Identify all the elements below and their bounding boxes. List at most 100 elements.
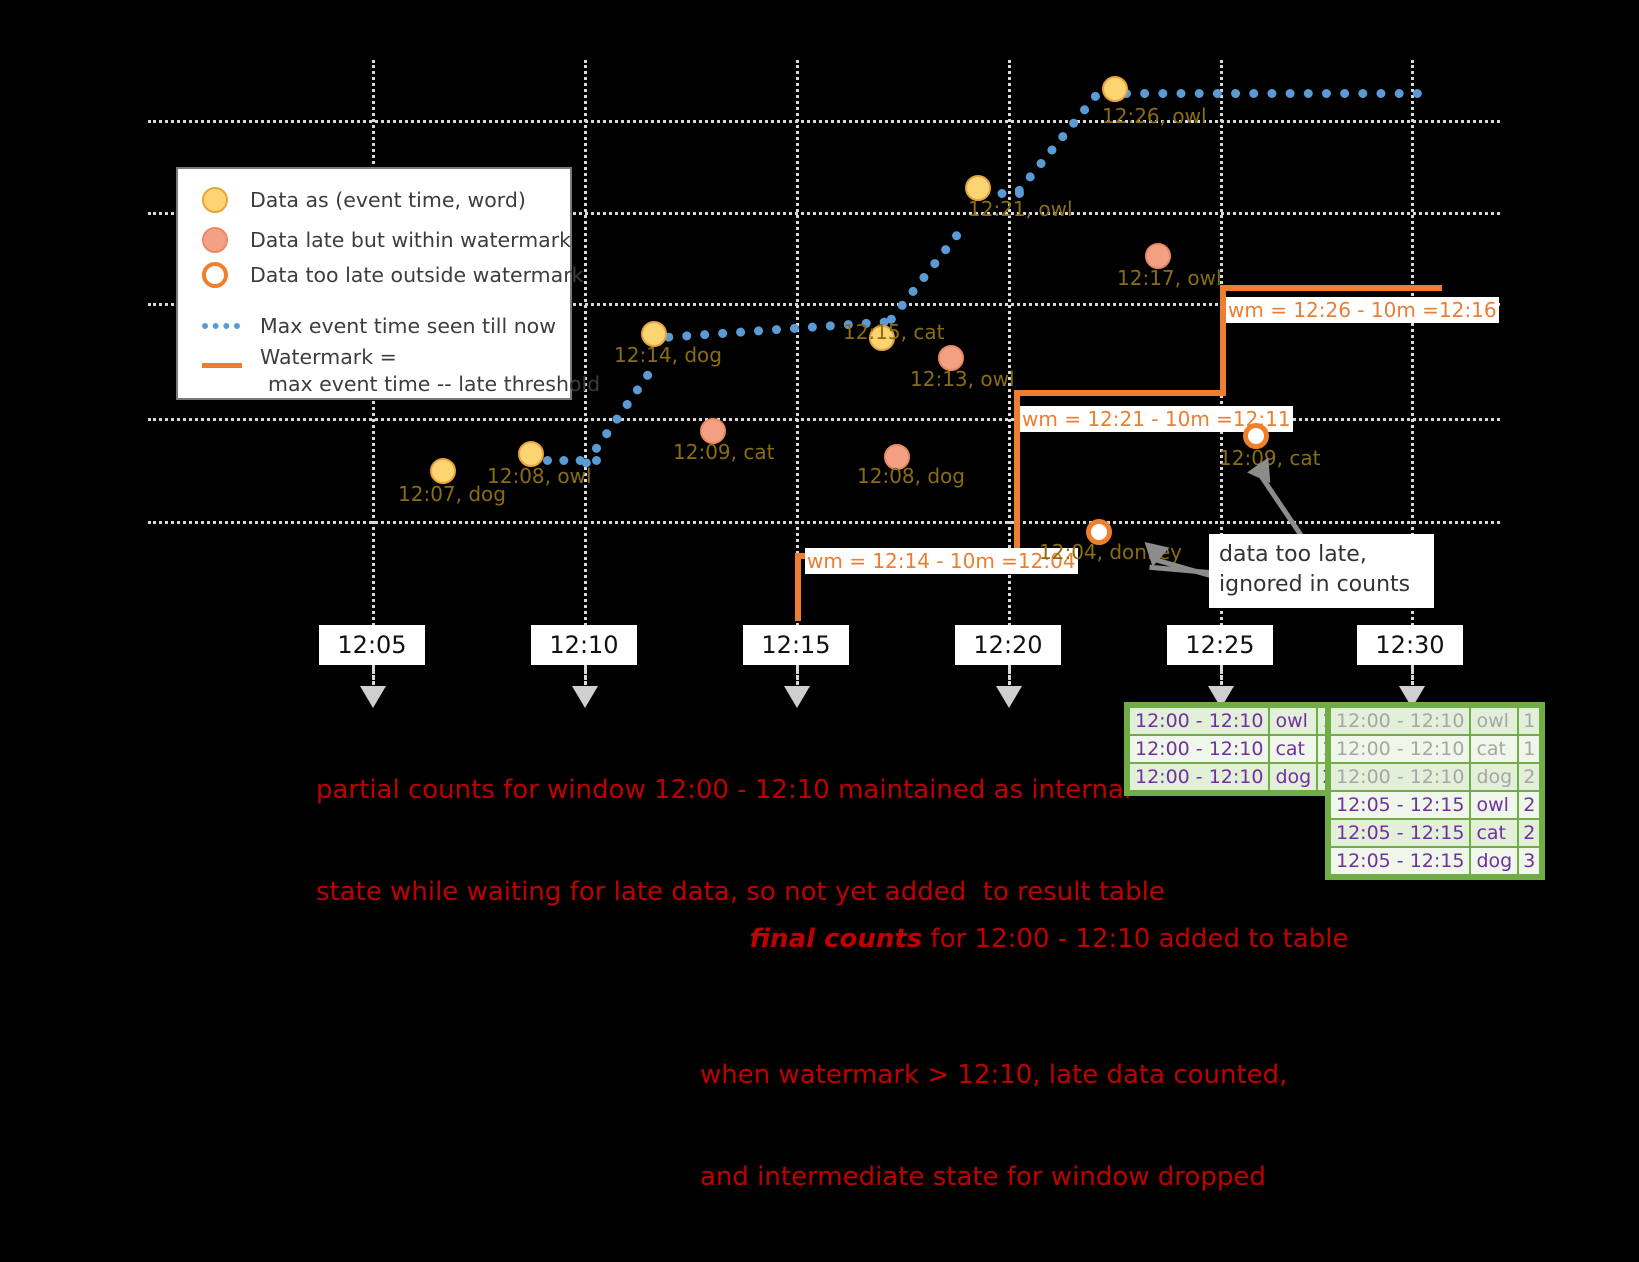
cell-word: owl (1471, 792, 1518, 818)
data-point-label: 12:08, owl (487, 464, 592, 488)
data-point-label: 12:15, cat (843, 320, 945, 344)
watermark-step-line (1220, 285, 1226, 396)
cell-window: 12:00 - 12:10 (1331, 708, 1470, 734)
data-point-ontime (641, 321, 667, 347)
annotation-line-rest: for 12:00 - 12:10 added to table (922, 924, 1349, 954)
max-event-time-line (980, 189, 1024, 198)
watermark-step-line (795, 553, 801, 621)
data-point-ontime (869, 325, 895, 351)
legend-item-data-toolate: Data too late outside watermark (202, 262, 584, 288)
data-point-late (938, 345, 964, 371)
watermark-step-line (1220, 285, 1442, 291)
data-point-late (884, 444, 910, 470)
cell-word: cat (1471, 736, 1518, 762)
cell-word: dog (1471, 764, 1518, 790)
data-point-ontime (965, 175, 991, 201)
axis-tick-1220: 12:20 (955, 625, 1061, 665)
axis-arrowhead-icon (572, 686, 598, 708)
legend-item-watermark: Watermark = (202, 345, 397, 369)
cell-count: 2 (1519, 820, 1540, 846)
watermark-step-line (1014, 390, 1020, 559)
annotation-line-1: final counts for 12:00 - 12:10 added to … (700, 888, 1349, 990)
data-point-label: 12:13, owl (910, 367, 1015, 391)
watermark-label-3: wm = 12:26 - 10m =12:16 (1226, 297, 1499, 323)
table-row: 12:05 - 12:15 cat 2 (1331, 820, 1540, 846)
gridline-horizontal (148, 303, 1500, 306)
cell-word: cat (1471, 820, 1518, 846)
data-point-label: 12:09, cat (673, 440, 775, 464)
data-point-label: 12:26, owl (1102, 104, 1207, 128)
blue-dotted-line-icon (202, 323, 240, 329)
legend-item-data-ontime: Data as (event time, word) (202, 187, 526, 213)
gridline-horizontal (148, 418, 1500, 421)
annotation-emphasis: final counts (749, 924, 923, 954)
legend-item-data-late: Data late but within watermark (202, 227, 571, 253)
data-point-late (700, 418, 726, 444)
axis-arrow (372, 668, 375, 690)
axis-arrow (1411, 668, 1414, 690)
cell-window: 12:05 - 12:15 (1331, 848, 1470, 874)
gridline-vertical (584, 60, 587, 685)
cell-window: 12:00 - 12:10 (1130, 708, 1269, 734)
axis-arrow (1220, 668, 1223, 690)
watermark-step-line (1014, 390, 1226, 396)
legend-label: Watermark = (260, 345, 397, 369)
legend-label: Data as (event time, word) (250, 188, 526, 212)
filled-salmon-circle-icon (202, 227, 228, 253)
callout-line-2: ignored in counts (1219, 572, 1411, 597)
cell-count: 2 (1519, 792, 1540, 818)
gridline-horizontal (148, 212, 1500, 215)
max-event-time-line (543, 456, 601, 465)
cell-word: owl (1270, 708, 1317, 734)
data-point-label: 12:08, dog (857, 464, 965, 488)
data-point-label: 12:14, dog (614, 343, 722, 367)
filled-yellow-circle-icon (202, 187, 228, 213)
data-point-ontime (518, 441, 544, 467)
axis-arrow (584, 668, 587, 690)
axis-tick-1215: 12:15 (743, 625, 849, 665)
cell-window: 12:00 - 12:10 (1331, 764, 1470, 790)
max-event-time-line (1122, 89, 1422, 98)
data-point-ontime (1102, 76, 1128, 102)
result-table-1230: 12:00 - 12:10 owl 1 12:00 - 12:10 cat 1 12:00 … (1325, 702, 1546, 880)
callout-line-1: data too late, (1219, 542, 1367, 567)
cell-count: 2 (1519, 764, 1540, 790)
cell-word: cat (1270, 736, 1317, 762)
cell-word: dog (1270, 764, 1317, 790)
gridline-vertical (1411, 60, 1414, 685)
axis-arrowhead-icon (784, 686, 810, 708)
watermark-label-1: wm = 12:14 - 10m =12:04 (805, 548, 1078, 574)
axis-arrowhead-icon (360, 686, 386, 708)
data-point-label: 12:09, cat (1219, 446, 1321, 470)
legend-label: Data too late outside watermark (250, 263, 584, 287)
diagram-canvas: wm = 12:14 - 10m =12:04 wm = 12:21 - 10m… (148, 60, 1546, 1192)
data-point-toolate (1243, 423, 1269, 449)
cell-window: 12:00 - 12:10 (1331, 736, 1470, 762)
legend-label: Data late but within watermark (250, 228, 572, 252)
data-point-ontime (430, 458, 456, 484)
axis-tick-1230: 12:30 (1357, 625, 1463, 665)
hollow-orange-circle-icon (202, 262, 228, 288)
annotation-line: partial counts for window 12:00 - 12:10 … (316, 775, 1132, 805)
data-point-label: 12:07, dog (398, 482, 506, 506)
axis-tick-1210: 12:10 (531, 625, 637, 665)
callout-box: data too late, ignored in counts (1209, 534, 1434, 608)
axis-arrowhead-icon (996, 686, 1022, 708)
data-point-label: 12:04, donkey (1039, 540, 1182, 564)
cell-count: 1 (1519, 708, 1540, 734)
cell-word: dog (1471, 848, 1518, 874)
legend-item-max-event-time: Max event time seen till now (202, 314, 556, 338)
gridline-vertical (1008, 60, 1011, 685)
axis-tick-1225: 12:25 (1167, 625, 1273, 665)
cell-window: 12:05 - 12:15 (1331, 820, 1470, 846)
max-event-time-line (1013, 89, 1102, 197)
annotation-line-2: when watermark > 12:10, late data counte… (700, 1060, 1288, 1090)
cell-window: 12:00 - 12:10 (1130, 736, 1269, 762)
legend-label: Max event time seen till now (260, 314, 556, 338)
table-row: 12:05 - 12:15 owl 2 (1331, 792, 1540, 818)
